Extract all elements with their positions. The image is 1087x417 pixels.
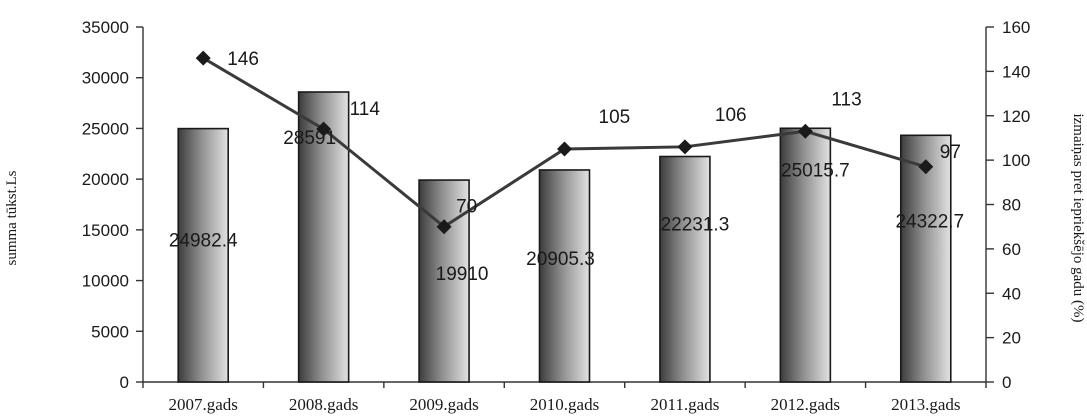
y-axis-title: summa tūkst.Ls [4,170,20,265]
bar-value-label: 24322.7 [895,211,964,232]
line-point [797,123,813,139]
y2-tick-label: 100 [1002,151,1030,170]
line-point [316,121,332,137]
line-value-label: 114 [350,99,381,120]
x-tick-label: 2011.gads [651,395,720,414]
bar [177,127,230,383]
y-tick-label: 30000 [82,69,129,88]
bar [538,169,591,383]
bar-value-label: 25015.7 [781,160,850,181]
line-point [918,159,934,175]
bar-value-label: 24982.4 [169,231,238,252]
y-tick-label: 0 [120,373,129,392]
line-value-label: 105 [599,107,631,128]
y2-axis-title: izmaiņas pret iepriekšējo gadu (%) [1070,113,1086,322]
y-tick-label: 5000 [91,322,129,341]
line-value-label: 70 [456,197,477,218]
bar [899,134,952,383]
y2-tick-label: 40 [1002,284,1021,303]
bar [659,155,711,383]
line-value-label: 97 [940,142,961,163]
x-tick-label: 2012.gads [771,395,840,414]
y2-tick-label: 140 [1002,62,1030,81]
line-value-label: 106 [715,105,747,126]
bar [297,91,350,383]
y2-tick-label: 60 [1002,240,1021,259]
line-point [436,219,452,235]
y2-tick-label: 80 [1002,196,1021,215]
y-tick-label: 15000 [82,221,129,240]
line-value-label: 146 [227,49,259,70]
bar [779,127,832,383]
y-tick-label: 20000 [82,170,129,189]
y2-tick-label: 20 [1002,329,1021,348]
x-tick-label: 2013.gads [891,395,960,414]
x-tick-label: 2009.gads [409,395,478,414]
line-value-label: 113 [831,89,861,110]
bar-value-label: 22231.3 [661,215,730,236]
x-tick-label: 2008.gads [289,395,358,414]
bar-value-label: 28591 [283,128,336,149]
x-tick-label: 2007.gads [169,395,238,414]
x-tick-label: 2010.gads [530,395,599,414]
y-tick-label: 35000 [82,18,129,37]
y-tick-label: 25000 [82,119,129,138]
y-tick-label: 10000 [82,272,129,291]
bar-value-label: 20905.3 [526,249,595,270]
line-point [557,141,572,157]
y2-tick-label: 0 [1002,373,1011,392]
y2-tick-label: 120 [1002,107,1030,126]
line-point [195,50,211,66]
bar-value-label: 19910 [436,264,489,285]
y2-tick-label: 160 [1002,18,1030,37]
line-point [677,139,693,155]
